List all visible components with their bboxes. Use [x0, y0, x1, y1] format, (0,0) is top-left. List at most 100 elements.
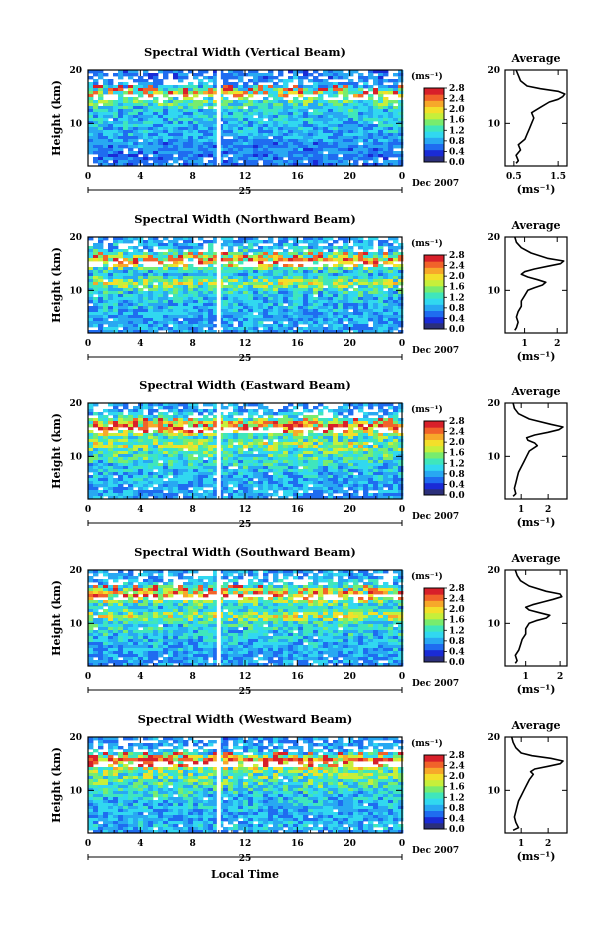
heatmap-cell — [338, 418, 344, 422]
heatmap-cell — [253, 321, 259, 325]
heatmap-cell — [228, 330, 234, 334]
heatmap-cell — [133, 124, 139, 128]
heatmap-cell — [188, 121, 194, 125]
heatmap-cell — [198, 448, 204, 452]
heatmap-cell — [343, 433, 349, 437]
heatmap-cell — [298, 430, 304, 434]
heatmap-cell — [138, 124, 144, 128]
heatmap-cell — [233, 133, 239, 137]
heatmap-cell — [113, 130, 119, 134]
heatmap-cell — [398, 297, 404, 301]
heatmap-cell — [278, 454, 284, 458]
heatmap-cell — [343, 130, 349, 134]
heatmap-cell — [138, 321, 144, 325]
heatmap-cell — [258, 324, 264, 328]
heatmap-cell — [393, 451, 399, 455]
heatmap-cell — [208, 436, 214, 440]
heatmap-cell — [123, 82, 129, 86]
colorbar-unit: (ms⁻¹) — [411, 71, 443, 82]
heatmap-cell — [283, 460, 289, 464]
heatmap-cell — [308, 85, 314, 89]
heatmap-cell — [268, 258, 274, 262]
heatmap-cell — [158, 300, 164, 304]
heatmap-cell — [88, 306, 94, 310]
heatmap-cell — [298, 154, 304, 158]
heatmap-cell — [333, 412, 339, 416]
heatmap-cell — [113, 439, 119, 443]
heatmap-cell — [158, 148, 164, 152]
heatmap-cell — [138, 412, 144, 416]
heatmap-cell — [248, 154, 254, 158]
heatmap-cell — [388, 309, 394, 313]
heatmap-cell — [283, 415, 289, 419]
heatmap-cell — [183, 276, 189, 280]
heatmap-cell — [388, 279, 394, 283]
heatmap-cell — [373, 124, 379, 128]
heatmap-cell — [173, 318, 179, 322]
heatmap-cell — [393, 327, 399, 331]
heatmap-cell — [273, 246, 279, 250]
heatmap-cell — [343, 303, 349, 307]
heatmap-cell — [388, 294, 394, 298]
heatmap-cell — [223, 321, 229, 325]
heatmap-cell — [188, 246, 194, 250]
heatmap-cell — [228, 412, 234, 416]
heatmap-cell — [128, 294, 134, 298]
heatmap-cell — [348, 106, 354, 110]
heatmap-cell — [143, 469, 149, 473]
heatmap-cell — [288, 255, 294, 259]
heatmap-cell — [153, 103, 159, 107]
heatmap-cell — [393, 106, 399, 110]
heatmap-cell — [153, 330, 159, 334]
heatmap-cell — [373, 306, 379, 310]
heatmap-cell — [103, 312, 109, 316]
heatmap-cell — [303, 109, 309, 113]
heatmap-cell — [233, 124, 239, 128]
heatmap-cell — [118, 118, 124, 122]
heatmap-cell — [213, 142, 219, 146]
heatmap-cell — [133, 303, 139, 307]
heatmap-cell — [173, 100, 179, 104]
heatmap-cell — [398, 88, 404, 92]
heatmap-cell — [293, 318, 299, 322]
heatmap-cell — [123, 403, 129, 407]
heatmap-cell — [388, 415, 394, 419]
heatmap-cell — [393, 442, 399, 446]
heatmap-cell — [373, 412, 379, 416]
heatmap-cell — [383, 133, 389, 137]
heatmap-cell — [223, 270, 229, 274]
heatmap-cell — [173, 460, 179, 464]
heatmap-cell — [343, 91, 349, 95]
heatmap-cell — [323, 133, 329, 137]
heatmap-cell — [353, 273, 359, 277]
heatmap-cell — [278, 267, 284, 271]
heatmap-cell — [273, 106, 279, 110]
heatmap-cell — [198, 327, 204, 331]
heatmap-cell — [328, 255, 334, 259]
heatmap-cell — [288, 270, 294, 274]
heatmap-cell — [308, 463, 314, 467]
day-label: 25 — [239, 354, 252, 364]
heatmap-cell — [253, 127, 259, 131]
heatmap-cell — [318, 445, 324, 449]
heatmap-cell — [193, 255, 199, 259]
heatmap-cell — [343, 436, 349, 440]
heatmap-cell — [138, 151, 144, 155]
heatmap-cell — [283, 145, 289, 149]
heatmap-cell — [333, 160, 339, 164]
heatmap-cell — [303, 403, 309, 407]
heatmap-cell — [268, 306, 274, 310]
heatmap-cell — [168, 139, 174, 143]
heatmap-cell — [358, 436, 364, 440]
heatmap-cell — [158, 160, 164, 164]
heatmap-cell — [318, 276, 324, 280]
heatmap-cell — [148, 445, 154, 449]
heatmap-cell — [138, 288, 144, 292]
heatmap-cell — [348, 91, 354, 95]
heatmap-cell — [228, 100, 234, 104]
heatmap-cell — [178, 288, 184, 292]
heatmap-cell — [208, 85, 214, 89]
heatmap-cell — [183, 327, 189, 331]
heatmap-cell — [283, 255, 289, 259]
heatmap-cell — [193, 406, 199, 410]
